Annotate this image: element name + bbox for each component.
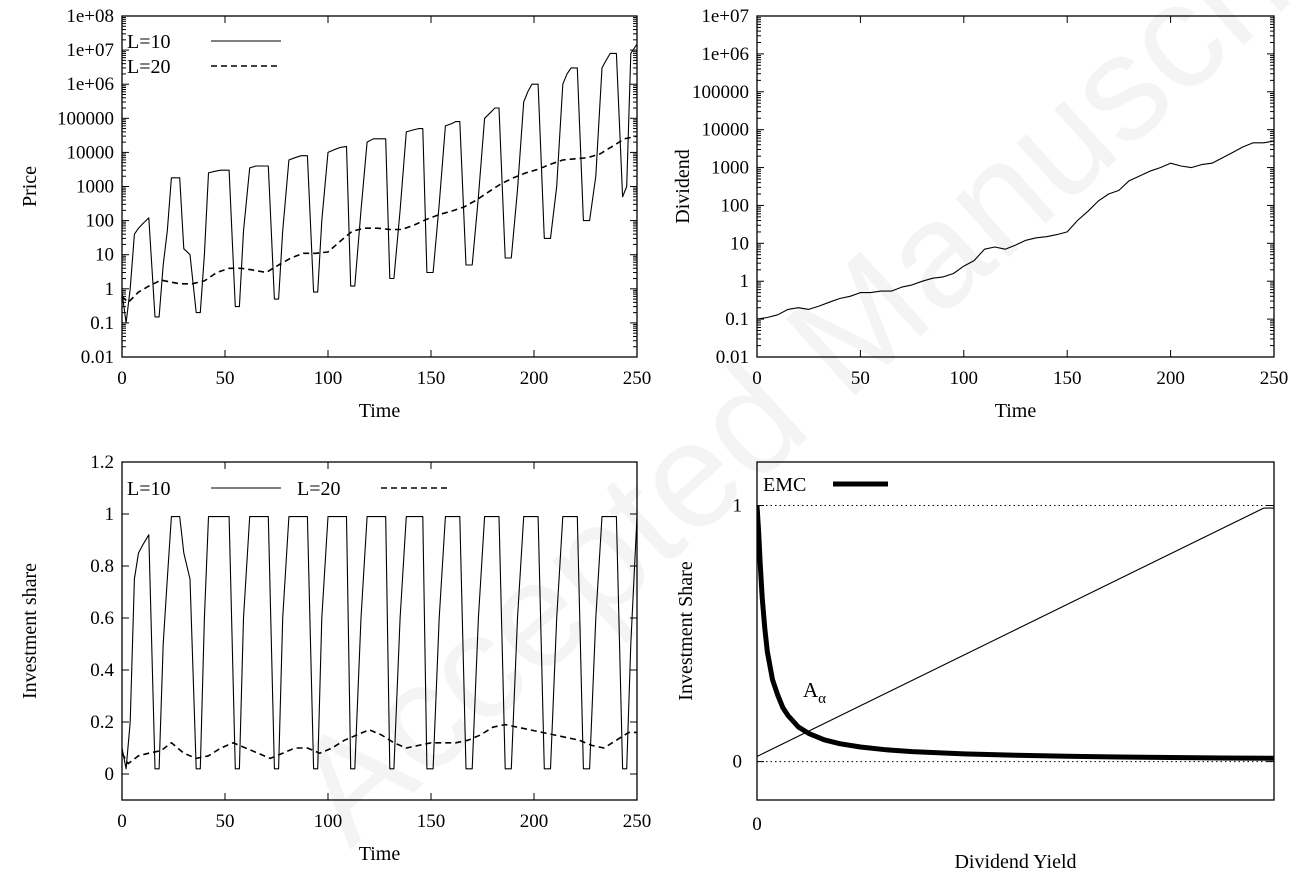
legend-label: L=20 — [297, 478, 341, 500]
x-tick-label: 100 — [314, 368, 343, 389]
x-tick-label: 100 — [314, 811, 343, 832]
x-axis-label: Time — [995, 400, 1037, 422]
x-tick-label: 50 — [216, 811, 235, 832]
y-tick-label: 0 — [105, 764, 115, 785]
y-axis-label: Investment Share — [675, 561, 697, 701]
x-tick-label: 50 — [216, 368, 235, 389]
x-tick-label: 200 — [520, 368, 549, 389]
y-tick-label: 0.8 — [90, 556, 114, 577]
plot-frame — [121, 461, 638, 801]
x-tick-label: 250 — [623, 811, 652, 832]
emc-panel: 0 1 0 EMC Aα Dividend Yield Investment Share — [675, 461, 1275, 873]
y-tick-label: 0.01 — [81, 347, 114, 368]
x-tick-label: 0 — [752, 814, 762, 835]
series-line-2 — [122, 723, 637, 765]
y-tick-label: 1000 — [711, 158, 749, 179]
annotation-subscript: α — [818, 691, 826, 707]
y-tick-label: 1 — [740, 271, 750, 292]
legend-label: L=10 — [127, 478, 171, 500]
y-tick-label: 100000 — [692, 82, 749, 103]
x-tick-label: 50 — [851, 368, 870, 389]
y-tick-label: 0.1 — [725, 309, 749, 330]
plot-frame — [756, 15, 1275, 358]
series-group — [122, 43, 637, 324]
series-line-1 — [122, 516, 637, 770]
y-tick-label: 0.1 — [90, 313, 114, 334]
x-tick-label: 100 — [950, 368, 979, 389]
y-tick-label: 0.4 — [90, 660, 114, 681]
x-axis-label: Dividend Yield — [954, 851, 1076, 873]
y-tick-label: 0.01 — [716, 347, 749, 368]
y-tick-label: 10000 — [702, 120, 750, 141]
y-tick-label: 10 — [95, 245, 114, 266]
y-axis-label: Dividend — [672, 149, 694, 223]
price-panel: 0 50 100 150 200 250 0.01 0.1 1 10 100 1000 10000 100… — [19, 6, 651, 422]
series-line-2 — [122, 135, 637, 304]
y-tick-label: 100 — [86, 211, 115, 232]
y-axis-label: Investment share — [19, 563, 41, 699]
legend-label: L=10 — [127, 31, 171, 53]
x-tick-label: 0 — [117, 368, 127, 389]
x-tick-label: 200 — [1156, 368, 1185, 389]
y-tick-label: 100 — [721, 195, 750, 216]
y-tick-label: 1000 — [76, 177, 114, 198]
x-tick-label: 150 — [417, 811, 446, 832]
y-tick-label: 0.6 — [90, 608, 114, 629]
y-tick-label: 1e+07 — [701, 6, 749, 27]
annotation-label: Aα — [803, 678, 826, 707]
plot-frame — [756, 461, 1275, 801]
series-group — [122, 516, 637, 770]
plot-frame — [121, 15, 638, 358]
y-tick-label: 1 — [733, 496, 743, 517]
y-tick-label: 1 — [105, 279, 115, 300]
investment-share-panel: 0 50 100 150 200 250 0 0.2 0.4 0.6 0.8 1 1.2 Time Inve… — [19, 452, 651, 865]
series-line-1 — [122, 43, 637, 324]
x-tick-label: 250 — [623, 368, 652, 389]
y-tick-label: 10 — [730, 233, 749, 254]
y-tick-label: 10000 — [67, 142, 115, 163]
budget-line — [757, 507, 1274, 757]
y-tick-label: 1e+08 — [66, 6, 114, 27]
x-tick-label: 0 — [117, 811, 127, 832]
x-tick-label: 200 — [520, 811, 549, 832]
y-tick-label: 1e+06 — [701, 44, 749, 65]
series-group — [757, 505, 1274, 761]
y-tick-label: 1e+07 — [66, 40, 114, 61]
emc-curve — [757, 505, 1274, 761]
y-tick-label: 0 — [733, 752, 743, 773]
x-tick-label: 0 — [752, 368, 762, 389]
y-tick-label: 1 — [105, 504, 115, 525]
series-group — [757, 140, 1274, 320]
y-tick-label: 100000 — [57, 108, 114, 129]
x-tick-label: 250 — [1260, 368, 1289, 389]
dividend-panel: 0 50 100 150 200 250 0.01 0.1 1 10 100 1000 10000 100… — [672, 6, 1288, 422]
series-line-1 — [757, 140, 1274, 320]
y-tick-label: 1e+06 — [66, 74, 114, 95]
x-tick-label: 150 — [1053, 368, 1082, 389]
legend-label: L=20 — [127, 56, 171, 78]
y-axis-label: Price — [19, 166, 41, 207]
legend-label: EMC — [763, 474, 806, 496]
x-tick-label: 150 — [417, 368, 446, 389]
x-axis-label: Time — [359, 400, 401, 422]
y-tick-label: 1.2 — [90, 452, 114, 473]
x-axis-label: Time — [359, 843, 401, 865]
y-tick-label: 0.2 — [90, 712, 114, 733]
